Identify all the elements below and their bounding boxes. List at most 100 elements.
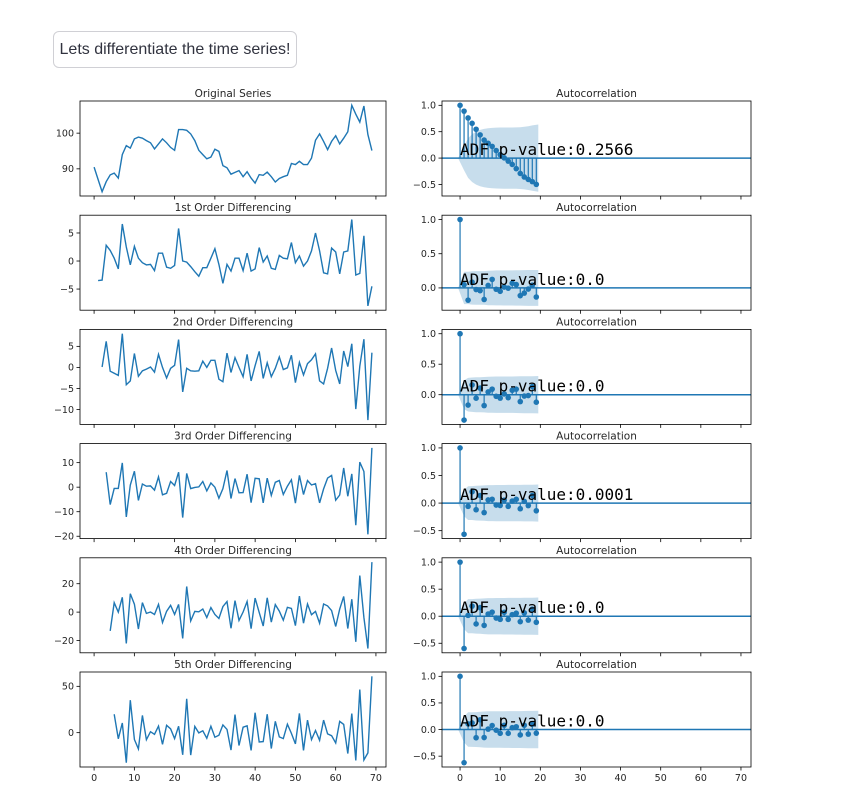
acf-marker: [513, 281, 520, 288]
series-axes-3: 3rd Order Differencing −20 −10 0 10: [54, 431, 387, 543]
series-line: [105, 447, 373, 535]
acf-marker: [533, 399, 540, 405]
acf-marker: [465, 402, 471, 408]
acf-marker: [473, 621, 479, 627]
series-line: [101, 333, 373, 421]
y-tick-label: 50: [62, 682, 74, 693]
y-tick-label: 5: [68, 342, 74, 353]
acf-marker: [457, 673, 463, 680]
acf-marker: [521, 174, 528, 180]
acf-marker: [461, 417, 467, 423]
acf-marker: [481, 137, 487, 143]
axes-title: 1st Order Differencing: [175, 202, 292, 214]
acf-marker: [497, 395, 503, 401]
acf-marker: [497, 616, 503, 623]
acf-marker: [501, 722, 508, 729]
acf-marker: [473, 734, 479, 741]
acf-marker: [489, 609, 495, 615]
y-tick-label: −5: [60, 384, 74, 395]
y-tick-label: −10: [54, 405, 74, 416]
acf-marker: [501, 497, 508, 503]
y-tick-label: 0.0: [421, 153, 436, 164]
acf-marker: [489, 143, 495, 150]
y-tick-label: −20: [54, 532, 74, 543]
y-tick-label: 0.0: [421, 612, 436, 623]
acf-marker: [501, 391, 508, 397]
adf-pvalue-label: ADF p-value:0.0: [460, 377, 605, 396]
acf-marker: [505, 730, 512, 737]
y-tick-label: 0.0: [421, 390, 436, 401]
acf-marker: [505, 503, 512, 510]
acf-marker: [517, 398, 524, 405]
y-tick-label: 20: [62, 579, 74, 590]
acf-marker: [469, 603, 475, 609]
axes-frame: [79, 443, 387, 540]
acf-marker: [493, 147, 499, 154]
axes-frame: [441, 214, 752, 311]
acf-marker: [501, 609, 508, 616]
axes-frame: [441, 100, 752, 197]
acf-marker: [473, 395, 479, 402]
y-tick-label: 0: [68, 363, 74, 374]
acf-marker: [533, 619, 540, 626]
acf-marker: [513, 610, 520, 616]
acf-marker: [517, 732, 524, 738]
series-line: [98, 219, 373, 307]
acf-marker: [529, 282, 536, 289]
acf-marker: [513, 723, 520, 730]
acf-marker: [481, 296, 487, 303]
x-tick-label: 10: [128, 773, 140, 784]
acf-marker: [469, 120, 475, 127]
acf-marker: [489, 496, 495, 503]
acf-marker: [489, 276, 495, 283]
y-tick-label: 0.0: [421, 498, 436, 509]
axes-frame: [79, 557, 387, 654]
y-tick-label: 10: [62, 458, 74, 469]
axes-title: Original Series: [195, 88, 272, 100]
acf-marker: [481, 622, 487, 629]
x-tick-label: 70: [735, 773, 747, 784]
acf-axes-4: Autocorrelation −0.5 0.0 0.5 1.0 ADF p-value:…: [413, 545, 752, 657]
x-tick-label: 40: [615, 773, 627, 784]
acf-marker: [485, 726, 491, 732]
x-tick-label: 20: [169, 773, 181, 784]
acf-marker: [473, 506, 479, 513]
acf-marker: [469, 279, 475, 285]
acf-marker: [477, 385, 483, 391]
y-tick-label: 0.5: [421, 360, 436, 371]
acf-marker: [505, 394, 512, 401]
y-tick-label: 0.5: [421, 471, 436, 482]
y-tick-label: −5: [60, 284, 74, 295]
axes-frame: [79, 671, 387, 768]
acf-marker: [457, 445, 463, 451]
acf-marker: [525, 731, 532, 737]
x-tick-label: 40: [249, 773, 261, 784]
y-tick-label: 0: [68, 607, 74, 618]
axes-frame: [441, 671, 752, 768]
acf-marker: [505, 158, 512, 164]
acf-marker: [525, 286, 532, 292]
x-tick-label: 10: [494, 773, 506, 784]
acf-marker: [469, 382, 475, 388]
y-tick-label: 0.5: [421, 127, 436, 138]
axes-title: 3rd Order Differencing: [174, 431, 292, 443]
acf-marker: [517, 292, 524, 299]
y-tick-label: 1.0: [421, 215, 436, 226]
acf-marker: [465, 297, 471, 303]
y-tick-label: 0: [68, 728, 74, 739]
series-axes-1: 1st Order Differencing −5 0 5: [60, 202, 387, 314]
acf-marker: [521, 290, 528, 296]
axes-frame: [79, 214, 387, 311]
x-tick-label: 60: [695, 773, 707, 784]
acf-marker: [461, 531, 467, 538]
acf-marker: [469, 488, 475, 495]
y-tick-label: −0.5: [413, 751, 436, 762]
acf-marker: [461, 645, 467, 652]
acf-marker: [493, 727, 499, 733]
adf-pvalue-label: ADF p-value:0.0: [460, 598, 605, 617]
acf-marker: [477, 287, 483, 294]
y-tick-label: 1.0: [421, 672, 436, 683]
acf-marker: [477, 604, 483, 611]
acf-marker: [481, 402, 487, 409]
differentiate-button[interactable]: Lets differentiate the time series!: [53, 31, 297, 68]
